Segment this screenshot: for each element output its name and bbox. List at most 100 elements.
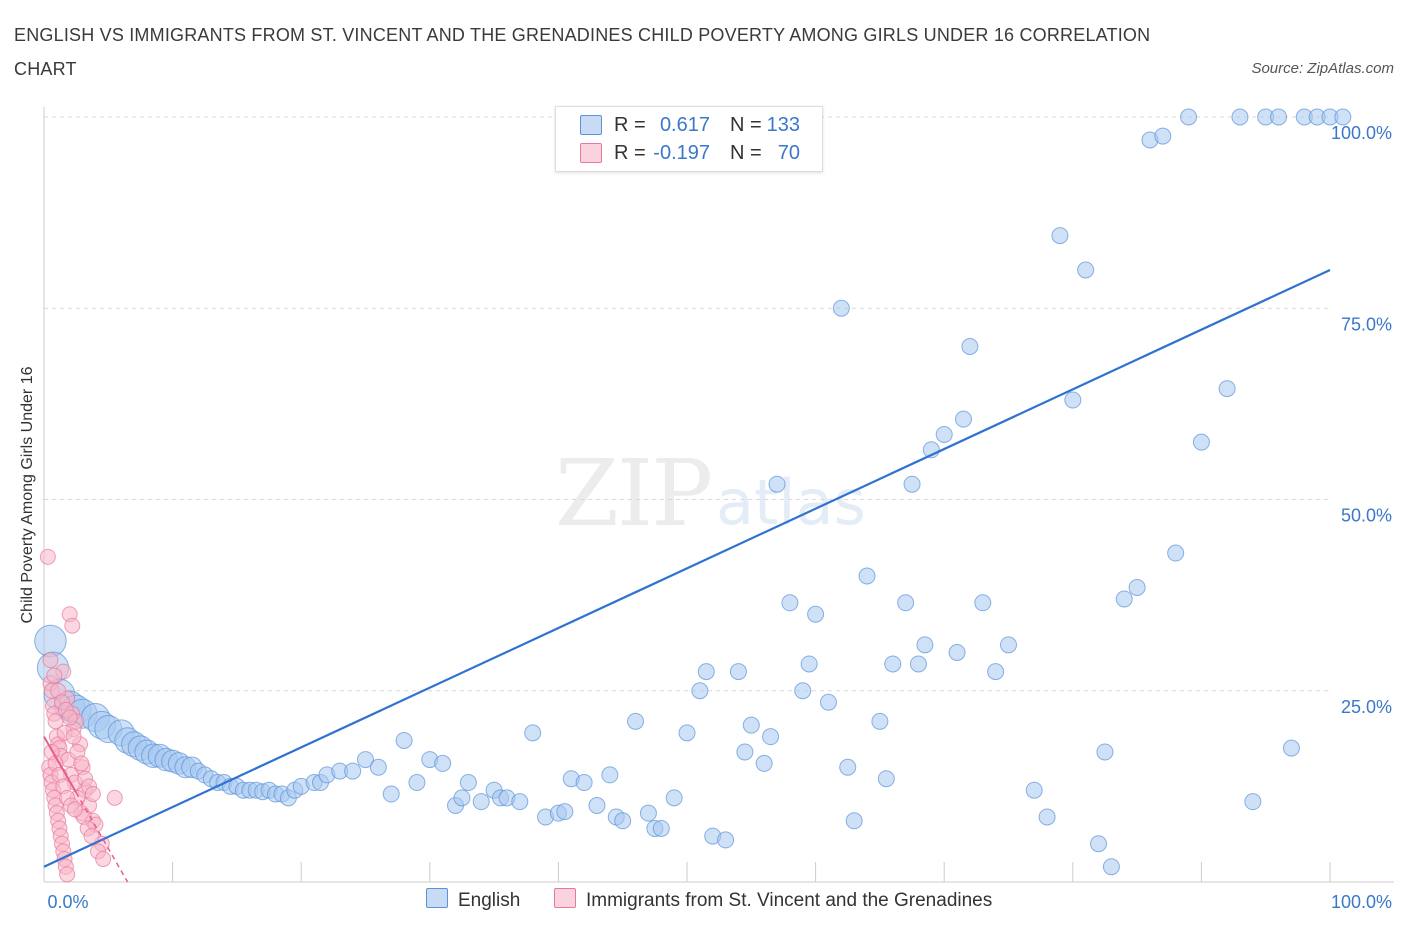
english-point bbox=[1077, 261, 1095, 279]
english-point bbox=[858, 567, 876, 585]
english-point bbox=[897, 594, 915, 612]
english-point bbox=[903, 475, 921, 493]
english-point bbox=[459, 774, 477, 792]
english-point bbox=[935, 425, 953, 443]
english-point bbox=[839, 758, 857, 776]
english-point bbox=[434, 754, 452, 772]
immigrant-point bbox=[46, 667, 63, 684]
watermark-zip: ZIP bbox=[555, 440, 713, 547]
immigrant-point bbox=[64, 617, 81, 634]
legend-swatch-english bbox=[426, 888, 448, 908]
source-label: Source: ZipAtlas.com bbox=[1251, 60, 1394, 77]
english-point bbox=[974, 594, 992, 612]
legend-swatch-immigrants bbox=[580, 143, 602, 163]
legend-item-english: English bbox=[426, 888, 520, 914]
english-point bbox=[768, 475, 786, 493]
legend-r-label: R = bbox=[614, 114, 646, 136]
legend-n-label: N = bbox=[730, 142, 762, 164]
english-point bbox=[1025, 781, 1043, 799]
watermark-atlas: atlas bbox=[716, 466, 866, 539]
english-point bbox=[556, 803, 574, 821]
y-tick-label: 50.0% bbox=[1341, 506, 1392, 526]
english-point bbox=[1334, 108, 1352, 126]
english-point bbox=[627, 712, 645, 730]
english-point bbox=[1000, 636, 1017, 654]
english-point bbox=[524, 724, 542, 742]
english-point bbox=[1102, 858, 1120, 876]
english-point bbox=[1167, 544, 1185, 562]
english-point bbox=[961, 338, 979, 355]
english-point bbox=[1154, 127, 1172, 145]
immigrant-point bbox=[39, 548, 56, 565]
english-point bbox=[781, 594, 799, 612]
english-point bbox=[1192, 433, 1210, 451]
english-point bbox=[408, 774, 426, 792]
english-point bbox=[1244, 793, 1262, 811]
stats-legend: R = 0.617 N = 133 R = -0.197 N = 70 bbox=[555, 106, 823, 172]
english-point bbox=[987, 663, 1005, 681]
english-point bbox=[1115, 590, 1133, 608]
immigrant-point bbox=[84, 786, 101, 803]
immigrant-point bbox=[61, 709, 78, 726]
english-point bbox=[794, 682, 812, 700]
immigrant-point bbox=[42, 652, 59, 669]
english-point bbox=[742, 716, 760, 734]
english-point bbox=[1096, 743, 1114, 761]
english-point bbox=[729, 663, 747, 681]
english-point bbox=[369, 758, 387, 776]
immigrant-point bbox=[66, 801, 83, 818]
legend-r-value: -0.197 bbox=[653, 142, 710, 164]
english-point bbox=[691, 682, 709, 700]
english-point bbox=[916, 636, 934, 654]
english-point bbox=[1218, 380, 1236, 398]
english-point bbox=[800, 655, 818, 673]
legend-swatch-immigrants bbox=[554, 888, 576, 908]
english-point bbox=[588, 797, 606, 814]
english-point bbox=[877, 770, 895, 788]
english-point bbox=[1038, 808, 1056, 826]
english-point bbox=[884, 655, 902, 673]
english-point bbox=[511, 793, 529, 811]
english-point bbox=[453, 789, 471, 807]
english-point bbox=[807, 605, 825, 623]
y-tick-label: 100.0% bbox=[1331, 123, 1392, 143]
english-point bbox=[1180, 108, 1198, 126]
legend-item-immigrants: Immigrants from St. Vincent and the Gren… bbox=[554, 888, 992, 914]
english-point bbox=[909, 655, 927, 673]
english-point bbox=[395, 731, 413, 749]
english-point bbox=[819, 693, 837, 711]
english-point bbox=[665, 789, 683, 807]
english-point bbox=[1128, 578, 1146, 596]
legend-n-value: 70 bbox=[777, 142, 800, 164]
immigrant-point bbox=[65, 728, 82, 745]
english-point bbox=[601, 766, 619, 784]
english-point bbox=[1231, 108, 1249, 126]
english-point bbox=[1270, 108, 1288, 126]
english-point bbox=[871, 712, 889, 730]
english-point bbox=[1282, 739, 1300, 757]
english-point bbox=[1051, 227, 1069, 245]
legend-n-value: 133 bbox=[766, 114, 800, 136]
legend-swatch-english bbox=[580, 115, 602, 135]
english-point bbox=[357, 751, 374, 769]
english-point bbox=[472, 793, 490, 811]
legend-label-english: English bbox=[458, 890, 521, 911]
chart-title: ENGLISH VS IMMIGRANTS FROM ST. VINCENT A… bbox=[14, 25, 1151, 79]
legend-label-immigrants: Immigrants from St. Vincent and the Gren… bbox=[586, 890, 993, 911]
english-point bbox=[652, 819, 670, 837]
x-tick-label: 100.0% bbox=[1331, 892, 1392, 912]
legend-n-label: N = bbox=[730, 114, 762, 136]
immigrant-point bbox=[73, 755, 90, 772]
english-point bbox=[736, 743, 754, 761]
legend-r-label: R = bbox=[614, 142, 646, 164]
english-point bbox=[1090, 835, 1108, 853]
immigrant-point bbox=[59, 866, 76, 883]
immigrant-point bbox=[95, 851, 112, 868]
english-point bbox=[762, 728, 780, 746]
x-tick-label: 0.0% bbox=[47, 892, 88, 912]
english-point bbox=[614, 812, 632, 830]
english-point bbox=[639, 804, 657, 822]
legend-r-value: 0.617 bbox=[659, 114, 710, 136]
english-point bbox=[954, 410, 972, 428]
english-point bbox=[382, 785, 400, 803]
